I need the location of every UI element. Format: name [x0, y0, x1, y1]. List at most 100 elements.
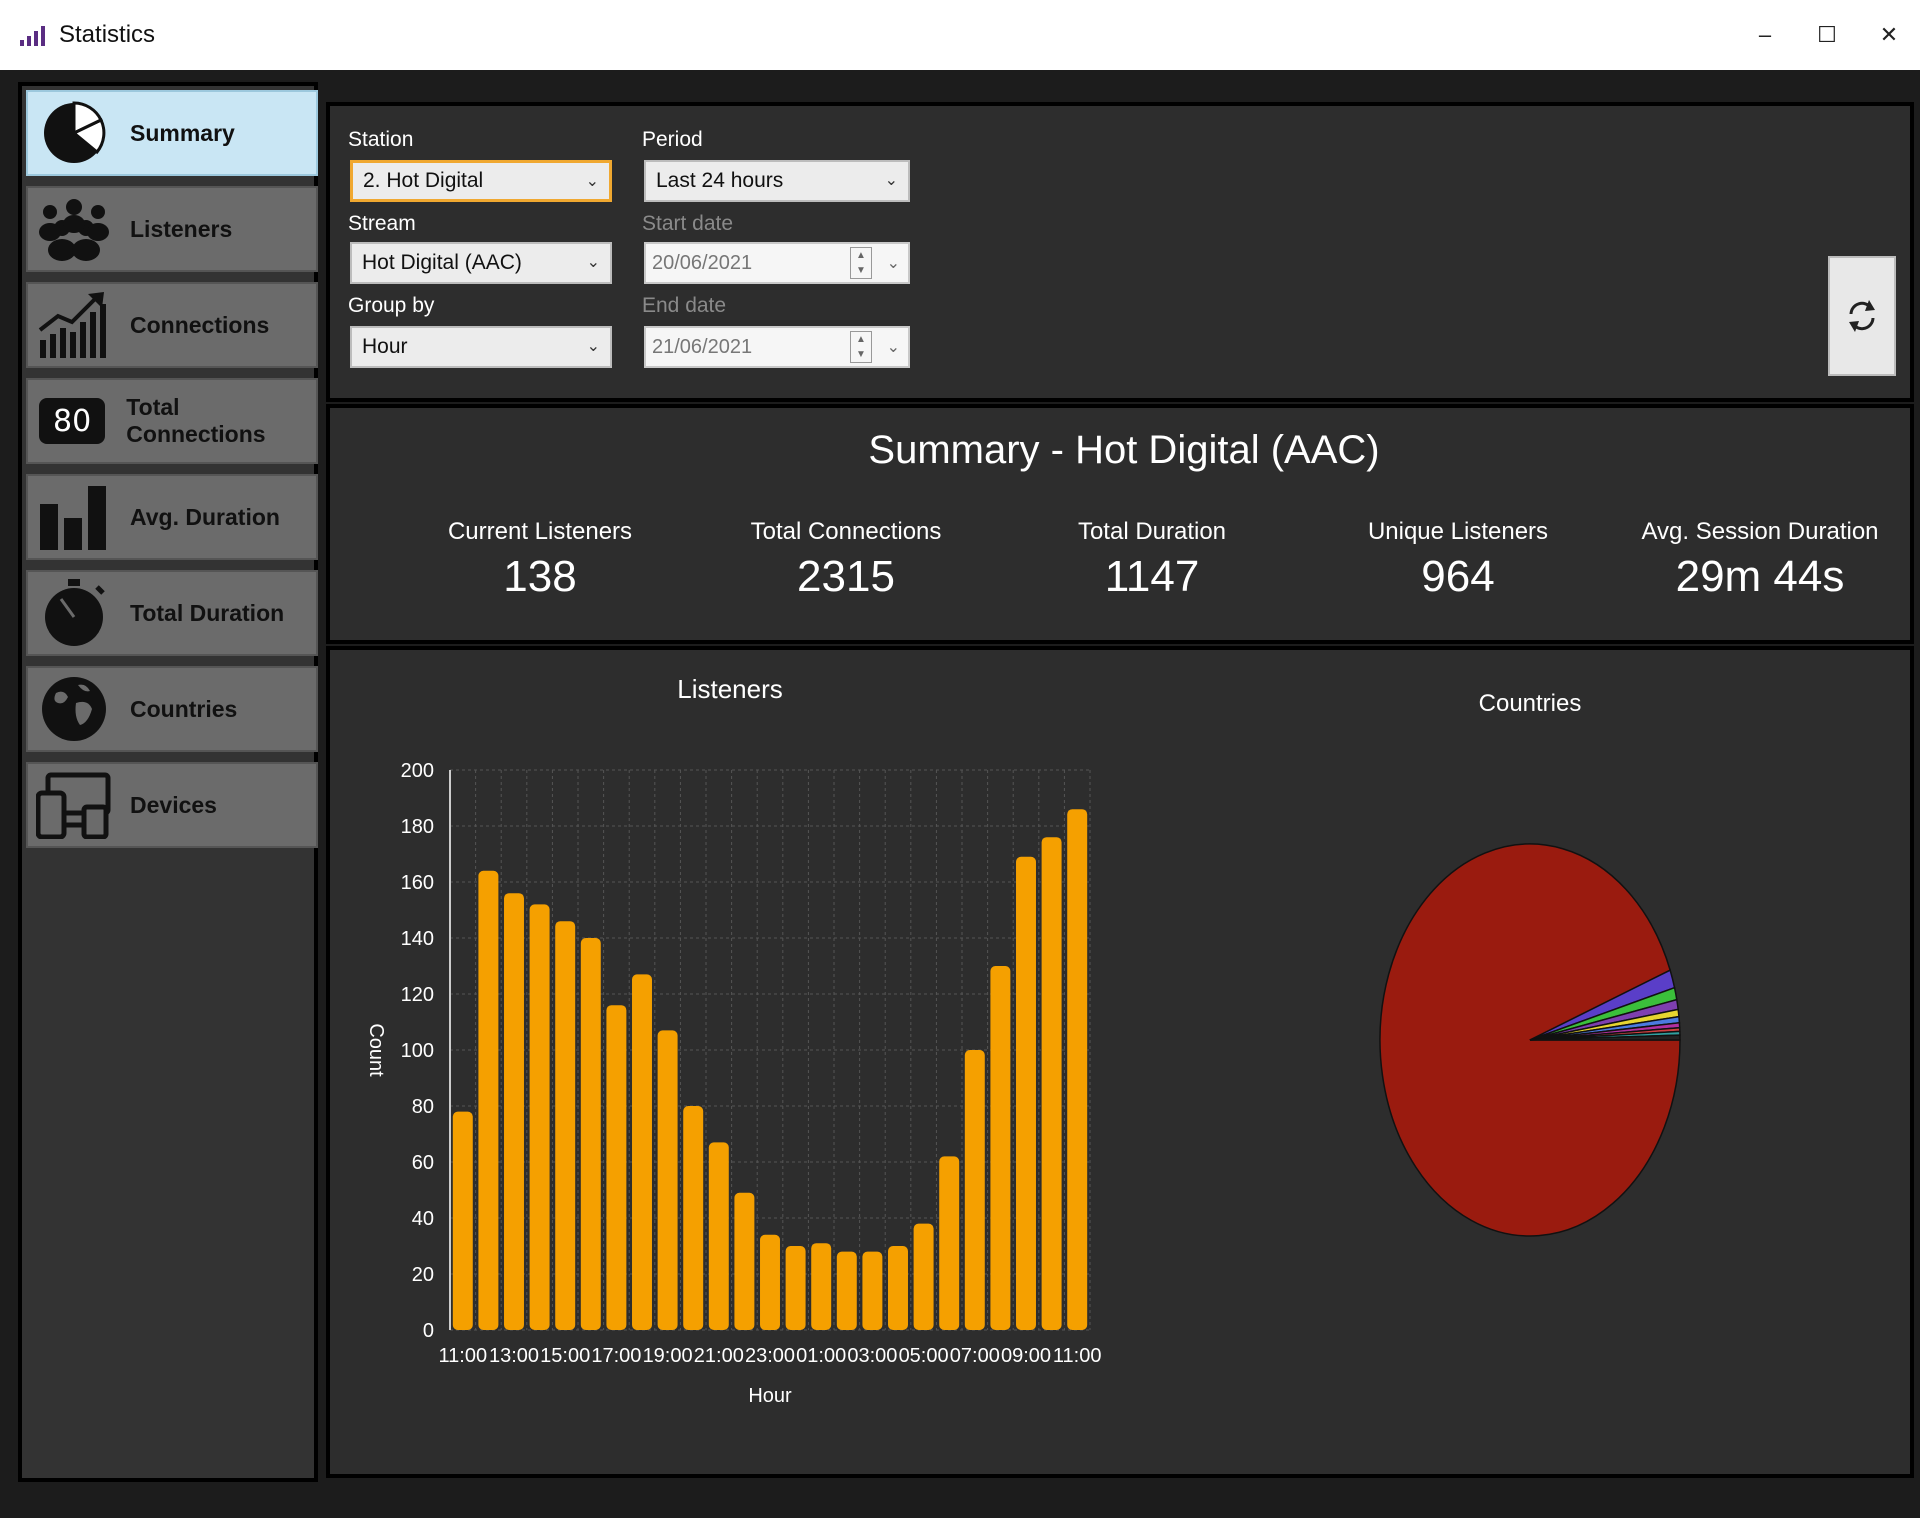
bar-21:00 [708, 1142, 729, 1330]
y-tick-label: 40 [412, 1208, 434, 1230]
y-axis-label: Count [365, 1023, 387, 1077]
bar-23:00 [760, 1234, 780, 1330]
x-tick-label: 21:00 [694, 1345, 744, 1367]
groupby-value: Hour [362, 335, 408, 358]
end-date-picker[interactable]: 21/06/2021 ▲ ▼ ⌄ [644, 326, 910, 368]
chevron-down-icon: ⌄ [586, 254, 600, 271]
sidebar-item-devices[interactable]: Devices [26, 762, 318, 848]
stat-total-duration: Total Duration 1147 [1012, 518, 1292, 602]
bar-20:00 [683, 1106, 704, 1330]
bar-00:00 [785, 1246, 806, 1330]
chevron-down-icon[interactable]: ⌄ [886, 255, 900, 272]
chevron-down-icon: ⌄ [585, 173, 599, 190]
sidebar-item-label: Total Connections [126, 394, 266, 447]
sidebar-item-connections[interactable]: Connections [26, 282, 318, 368]
stat-value: 1147 [1104, 552, 1200, 601]
sidebar-item-label: Avg. Duration [130, 503, 280, 530]
bar-19:00 [657, 1030, 678, 1330]
app-signal-icon [20, 24, 45, 46]
date-spinner[interactable]: ▲ ▼ [850, 247, 872, 279]
x-axis-label: Hour [748, 1385, 792, 1407]
stream-select[interactable]: Hot Digital (AAC) ⌄ [350, 242, 612, 284]
x-tick-label: 23:00 [745, 1345, 795, 1367]
period-value: Last 24 hours [656, 169, 784, 192]
counter-80-icon: 80 [34, 385, 110, 457]
period-label: Period [642, 128, 703, 151]
sidebar-item-countries[interactable]: Countries [26, 666, 318, 752]
y-tick-label: 20 [412, 1264, 434, 1286]
charts-panel: Listeners Countries 0 20 40 60 80 100 120 140 16… [326, 646, 1914, 1478]
start-date-value: 20/06/2021 [652, 251, 753, 274]
bar-10:00 [1041, 837, 1062, 1330]
chevron-down-icon: ⌄ [586, 338, 600, 355]
spin-down-icon: ▼ [856, 349, 866, 360]
x-tick-label: 03:00 [847, 1345, 897, 1367]
y-tick-label: 80 [412, 1096, 434, 1118]
filter-panel: Station 2. Hot Digital ⌄ Stream Hot Digi… [326, 102, 1914, 402]
stat-avg-session-duration: Avg. Session Duration 29m 44s [1610, 518, 1910, 602]
refresh-button[interactable] [1828, 256, 1896, 376]
x-tick-label: 09:00 [1001, 1345, 1051, 1367]
sidebar-item-label: Connections [130, 311, 270, 338]
close-button[interactable]: ✕ [1879, 22, 1899, 47]
x-tick-label: 11:00 [1053, 1345, 1102, 1367]
bar-02:00 [836, 1251, 857, 1330]
y-tick-label: 140 [401, 928, 434, 950]
chevron-down-icon[interactable]: ⌄ [886, 339, 900, 356]
start-date-label: Start date [642, 212, 734, 235]
date-spinner[interactable]: ▲ ▼ [850, 331, 872, 363]
bar-13:00 [504, 893, 524, 1330]
stat-total-connections: Total Connections 2315 [706, 518, 986, 602]
end-date-value: 21/06/2021 [652, 335, 753, 358]
devices-icon [34, 769, 114, 841]
bar-16:00 [580, 938, 601, 1330]
x-tick-label: 13:00 [489, 1345, 539, 1367]
x-tick-label: 05:00 [899, 1345, 949, 1367]
spin-up-icon: ▲ [856, 250, 866, 261]
listeners-chart-title: Listeners [677, 674, 783, 704]
groupby-label: Group by [348, 294, 435, 317]
minimize-button[interactable]: – [1758, 22, 1772, 47]
rising-chart-icon [34, 289, 114, 361]
window-title: Statistics [59, 21, 156, 48]
station-label: Station [348, 128, 414, 151]
sidebar-item-label: Total Duration [130, 599, 285, 626]
groupby-select[interactable]: Hour ⌄ [350, 326, 612, 368]
bar-03:00 [862, 1251, 883, 1330]
stat-label: Unique Listeners [1367, 518, 1549, 545]
stopwatch-icon [34, 577, 114, 649]
station-value: 2. Hot Digital [363, 169, 484, 192]
period-select[interactable]: Last 24 hours ⌄ [644, 160, 910, 202]
sidebar-item-summary[interactable]: Summary [26, 90, 318, 176]
bar-22:00 [734, 1192, 755, 1330]
countries-pie-chart [1379, 843, 1681, 1237]
bar-18:00 [632, 974, 652, 1330]
stat-unique-listeners: Unique Listeners 964 [1318, 518, 1598, 602]
y-tick-label: 160 [401, 872, 434, 894]
people-icon [34, 193, 114, 265]
pie-chart-icon [34, 97, 114, 169]
pie-slice-9 [1529, 1034, 1681, 1041]
start-date-picker[interactable]: 20/06/2021 ▲ ▼ ⌄ [644, 242, 910, 284]
summary-panel: Summary - Hot Digital (AAC) Current List… [326, 404, 1914, 644]
bar-15:00 [555, 921, 576, 1330]
stream-label: Stream [348, 212, 416, 235]
sidebar-item-total-connections[interactable]: 80 Total Connections [26, 378, 318, 464]
stat-label: Avg. Session Duration [1641, 518, 1879, 545]
bar-chart-icon [34, 481, 114, 553]
sidebar-item-listeners[interactable]: Listeners [26, 186, 318, 272]
bar-07:00 [964, 1050, 985, 1330]
station-select[interactable]: 2. Hot Digital ⌄ [350, 160, 612, 202]
maximize-button[interactable]: ☐ [1817, 22, 1837, 47]
chevron-down-icon: ⌄ [884, 172, 898, 189]
refresh-icon [1849, 300, 1875, 332]
sidebar-item-total-duration[interactable]: Total Duration [26, 570, 318, 656]
stat-value: 2315 [797, 552, 895, 601]
bar-08:00 [990, 966, 1011, 1330]
x-tick-label: 11:00 [439, 1345, 488, 1367]
sidebar-item-avg-duration[interactable]: Avg. Duration [26, 474, 318, 560]
bar-06:00 [939, 1156, 960, 1330]
countries-chart-title: Countries [1478, 690, 1582, 717]
